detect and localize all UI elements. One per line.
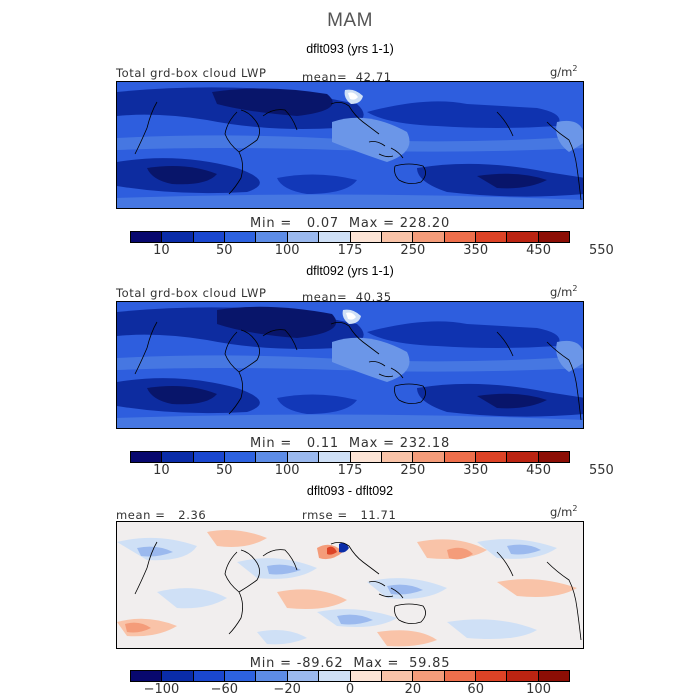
colorbar-tick-label: 350	[463, 243, 489, 258]
colorbar-segment	[413, 232, 445, 242]
panel2-minmax: Min = 0.11 Max = 232.18	[249, 436, 451, 451]
colorbar-segment	[193, 232, 226, 242]
colorbar-tick-label: 175	[337, 243, 363, 258]
colorbar-segment	[507, 671, 539, 681]
colorbar-segment	[475, 232, 508, 242]
colorbar-tick-label: 20	[404, 682, 422, 697]
panel1-map-field	[117, 82, 583, 208]
colorbar-tick-label: 550	[589, 463, 614, 478]
colorbar-segment	[193, 671, 226, 681]
colorbar-segment	[475, 671, 508, 681]
colorbar-segment	[225, 232, 257, 242]
colorbar-segment	[287, 671, 320, 681]
season-title: MAM	[327, 10, 373, 31]
panel1-colorbar-ticks: 10 50 100 175 250 350 450 550	[0, 243, 700, 261]
panel2-title: dflt092 (yrs 1-1)	[306, 264, 394, 278]
panel3-colorbar	[130, 670, 570, 682]
colorbar-segment	[507, 232, 539, 242]
colorbar-segment	[256, 452, 288, 462]
panel2-unit: g/m2	[550, 284, 578, 299]
colorbar-segment	[319, 671, 351, 681]
colorbar-tick-label: 350	[463, 463, 489, 478]
colorbar-segment	[319, 232, 351, 242]
colorbar-segment	[193, 452, 226, 462]
panel2-colorbar-ticks: 10 50 100 175 250 350 450 550	[0, 463, 700, 481]
panel3-mean: mean = 2.36	[116, 508, 207, 522]
colorbar-segment	[538, 671, 570, 681]
colorbar-tick-label: 60	[467, 682, 484, 697]
colorbar-tick-label: 0	[345, 682, 355, 697]
colorbar-tick-label: 100	[274, 463, 300, 478]
panel2-map	[116, 301, 584, 429]
panel1-map	[116, 81, 584, 209]
colorbar-segment	[413, 671, 445, 681]
panel1-field-label: Total grd-box cloud LWP	[116, 66, 267, 80]
panel2-mean: mean= 40.35	[302, 290, 392, 304]
panel1-colorbar	[130, 231, 570, 243]
colorbar-tick-label: 175	[337, 463, 363, 478]
panel3-map	[116, 521, 584, 649]
colorbar-segment	[131, 232, 163, 242]
colorbar-segment	[381, 232, 414, 242]
colorbar-segment	[225, 452, 257, 462]
panel3-minmax: Min = -89.62 Max = 59.85	[249, 656, 451, 671]
colorbar-tick-label: 50	[216, 243, 233, 258]
colorbar-segment	[225, 671, 257, 681]
colorbar-segment	[287, 452, 320, 462]
colorbar-segment	[413, 452, 445, 462]
colorbar-tick-label: 450	[526, 243, 551, 258]
colorbar-tick-label: 10	[153, 463, 170, 478]
colorbar-segment	[162, 232, 194, 242]
colorbar-segment	[444, 452, 476, 462]
colorbar-tick-label: 10	[153, 243, 170, 258]
colorbar-tick-label: −20	[273, 682, 301, 697]
colorbar-segment	[319, 452, 351, 462]
colorbar-tick-label: 250	[400, 463, 426, 478]
colorbar-segment	[444, 232, 476, 242]
colorbar-segment	[256, 671, 288, 681]
colorbar-segment	[162, 452, 194, 462]
colorbar-segment	[475, 452, 508, 462]
colorbar-segment	[538, 232, 570, 242]
colorbar-segment	[381, 452, 414, 462]
colorbar-segment	[444, 671, 476, 681]
colorbar-segment	[538, 452, 570, 462]
colorbar-segment	[162, 671, 194, 681]
colorbar-segment	[256, 232, 288, 242]
colorbar-segment	[350, 452, 382, 462]
panel3-unit: g/m2	[550, 504, 578, 519]
colorbar-segment	[131, 671, 163, 681]
panel3-colorbar-ticks: −100 −60 −20 0 20 60 100	[0, 682, 700, 700]
panel3-title: dflt093 - dflt092	[306, 484, 394, 498]
colorbar-tick-label: −60	[210, 682, 238, 697]
colorbar-tick-label: 100	[526, 682, 551, 697]
panel1-minmax: Min = 0.07 Max = 228.20	[249, 216, 451, 231]
panel1-title: dflt093 (yrs 1-1)	[306, 42, 394, 56]
panel1-unit: g/m2	[550, 64, 578, 79]
colorbar-segment	[350, 232, 382, 242]
panel2-colorbar	[130, 451, 570, 463]
colorbar-segment	[350, 671, 382, 681]
colorbar-segment	[287, 232, 320, 242]
colorbar-tick-label: 50	[216, 463, 233, 478]
colorbar-tick-label: 450	[526, 463, 551, 478]
panel2-field-label: Total grd-box cloud LWP	[116, 286, 267, 300]
colorbar-tick-label: 250	[400, 243, 426, 258]
colorbar-tick-label: 100	[274, 243, 300, 258]
colorbar-segment	[507, 452, 539, 462]
panel2-map-field	[117, 302, 583, 428]
colorbar-tick-label: 550	[589, 243, 614, 258]
panel3-map-field	[117, 522, 583, 648]
panel1-mean: mean= 42.71	[302, 70, 392, 84]
panel3-rmse: rmse = 11.71	[302, 508, 397, 522]
colorbar-tick-label: −100	[143, 682, 180, 697]
colorbar-segment	[131, 452, 163, 462]
colorbar-segment	[381, 671, 414, 681]
